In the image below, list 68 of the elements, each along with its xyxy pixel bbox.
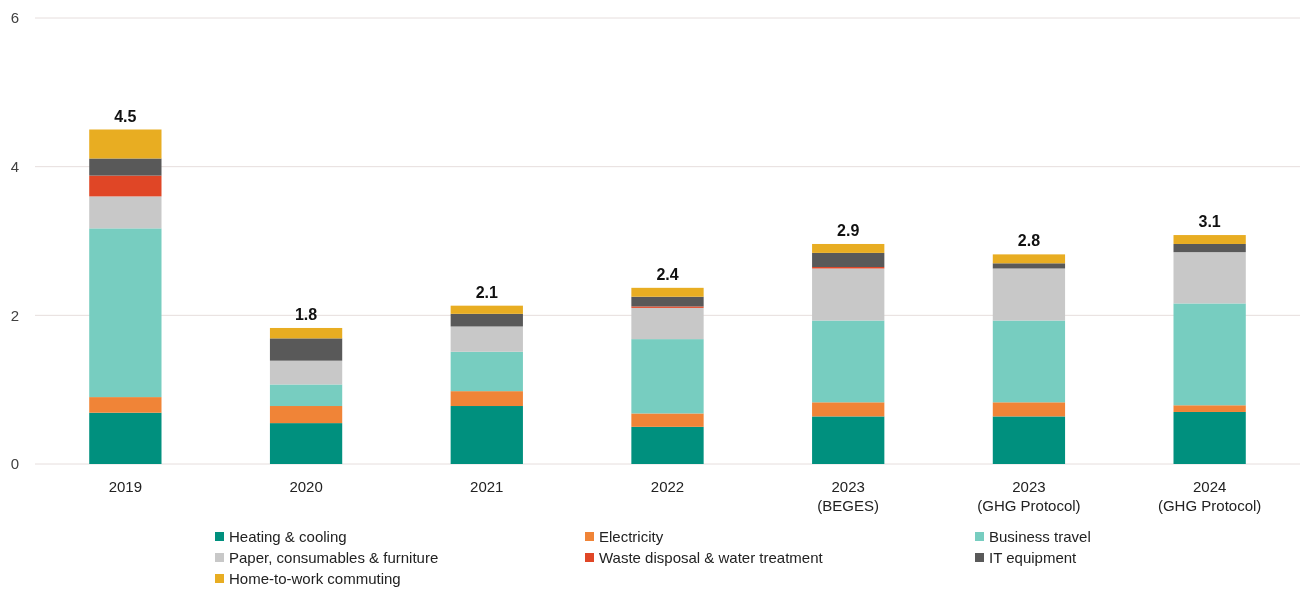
bar — [269, 338, 343, 361]
y-tick-label: 0 — [10, 455, 20, 473]
bar — [89, 196, 162, 229]
legend-label: Electricity — [599, 528, 664, 546]
x-tick-label: 2023 (BEGES) — [817, 478, 880, 514]
bar — [89, 228, 162, 398]
total-label: 2.8 — [1017, 232, 1041, 250]
total-label: 2.4 — [656, 265, 679, 283]
bar — [450, 391, 523, 407]
legend-label: Heating & cooling — [229, 528, 347, 546]
bar — [1173, 235, 1246, 244]
bar — [89, 175, 162, 197]
bar — [450, 305, 523, 314]
bar — [89, 158, 162, 176]
bar — [812, 268, 885, 321]
bar — [450, 406, 523, 464]
bar — [1173, 405, 1246, 412]
total-label: 1.8 — [294, 305, 318, 323]
bar — [450, 326, 523, 352]
bar — [992, 263, 1066, 269]
bar — [631, 413, 704, 427]
legend-label: Waste disposal & water treatment — [599, 549, 824, 567]
bar — [89, 397, 162, 413]
legend-label: Home-to-work commuting — [229, 570, 401, 588]
bar — [992, 320, 1066, 403]
bar — [992, 402, 1066, 417]
bar — [812, 252, 885, 268]
bar — [1173, 303, 1246, 406]
x-tick-label: 2022 — [650, 478, 685, 495]
bar — [631, 339, 704, 414]
bar — [631, 426, 704, 464]
x-tick-label: 2023 (GHG Protocol) — [977, 478, 1081, 514]
total-label: 4.5 — [114, 107, 137, 125]
total-label: 2.9 — [837, 221, 860, 239]
bar — [812, 320, 885, 403]
y-tick-label: 4 — [10, 157, 20, 175]
x-tick-label: 2024 (GHG Protocol) — [1157, 478, 1262, 514]
bar — [1173, 243, 1246, 253]
total-label: 2.1 — [475, 283, 498, 301]
bar — [812, 243, 885, 253]
bar — [812, 402, 885, 417]
x-tick-label: 2021 — [470, 478, 504, 495]
legend-label: IT equipment — [989, 549, 1078, 567]
legend-label: Business travel — [989, 528, 1091, 546]
bar — [269, 384, 343, 407]
x-tick-label: 2019 — [108, 478, 143, 495]
y-tick-label: 6 — [10, 9, 20, 27]
bar — [992, 254, 1066, 264]
bar — [631, 296, 704, 307]
bar — [269, 423, 343, 464]
bar — [269, 360, 343, 385]
x-tick-label: 2020 — [289, 478, 323, 495]
bar — [89, 129, 162, 159]
y-tick-label: 2 — [10, 306, 20, 324]
legend-label: Paper, consumables & furniture — [229, 549, 439, 567]
bar — [631, 287, 704, 297]
bar — [269, 327, 343, 339]
bar — [812, 416, 885, 464]
total-label: 3.1 — [1198, 213, 1221, 231]
bar — [992, 268, 1066, 321]
bar — [992, 416, 1066, 464]
bar — [631, 307, 704, 340]
bar — [450, 313, 523, 327]
bar — [1173, 252, 1246, 304]
bar — [89, 412, 162, 464]
bar — [450, 351, 523, 392]
bar — [269, 406, 343, 424]
bar — [1173, 411, 1246, 464]
